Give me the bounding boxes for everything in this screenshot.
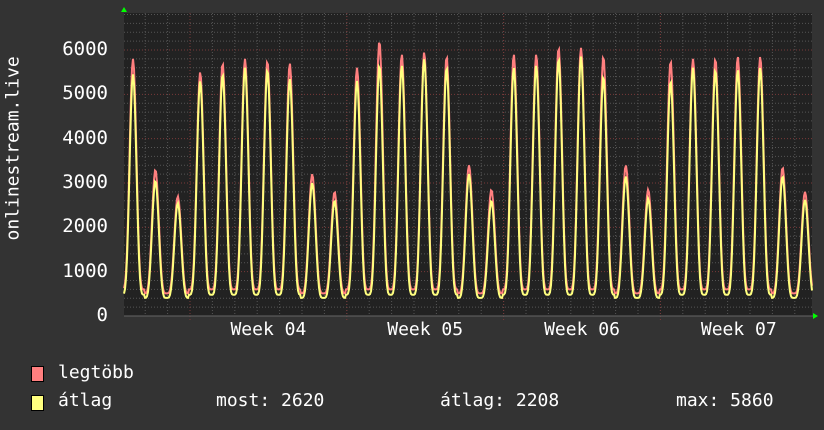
stat-max: max: 5860 (676, 390, 774, 411)
x-tick-label: Week 05 (387, 319, 464, 340)
legend-swatch-max (31, 366, 44, 382)
series-line-avg (123, 56, 813, 300)
stat-average: átlag: 2208 (440, 390, 560, 411)
y-tick-label: 6000 (62, 38, 108, 60)
y-tick-label: 5000 (62, 82, 108, 105)
y-axis-arrow (121, 7, 127, 12)
y-tick-label: 4000 (62, 126, 108, 149)
y-axis-label: onlinestream.live (2, 56, 24, 241)
x-axis-arrow (813, 313, 818, 319)
x-tick-label: Week 06 (544, 319, 620, 340)
legend-label-avg: átlag (58, 390, 113, 411)
y-tick-label: 2000 (62, 215, 108, 238)
x-tick-label: Week 04 (230, 319, 307, 340)
x-tick-label: Week 07 (700, 319, 777, 340)
legend-swatch-avg (31, 395, 44, 411)
legend-label-max: legtöbb (58, 362, 134, 383)
y-tick-label: 0 (96, 304, 108, 326)
stat-current: most: 2620 (216, 390, 325, 411)
y-tick-label: 1000 (62, 259, 108, 282)
y-tick-label: 3000 (62, 171, 108, 193)
